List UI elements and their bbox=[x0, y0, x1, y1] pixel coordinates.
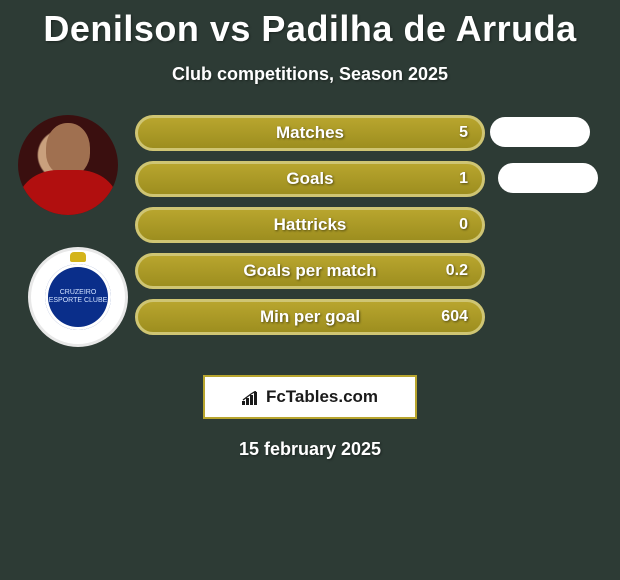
page-subtitle: Club competitions, Season 2025 bbox=[0, 50, 620, 85]
stat-label: Goals per match bbox=[243, 261, 376, 281]
stat-label: Hattricks bbox=[274, 215, 347, 235]
stat-bar: Matches 5 bbox=[135, 115, 485, 151]
stat-bar: Goals 1 bbox=[135, 161, 485, 197]
stat-label: Goals bbox=[286, 169, 333, 189]
stat-row: Hattricks 0 bbox=[135, 207, 485, 243]
stat-value: 1 bbox=[459, 170, 468, 188]
page-title: Denilson vs Padilha de Arruda bbox=[0, 0, 620, 50]
stat-bar: Min per goal 604 bbox=[135, 299, 485, 335]
stat-value: 0 bbox=[459, 216, 468, 234]
stat-label: Matches bbox=[276, 123, 344, 143]
stat-row: Matches 5 bbox=[135, 115, 485, 151]
crest-text: CRUZEIRO ESPORTE CLUBE bbox=[45, 264, 111, 330]
chart-icon bbox=[242, 390, 260, 404]
footer: FcTables.com bbox=[0, 375, 620, 419]
comparison-pill bbox=[498, 163, 598, 193]
brand-text: FcTables.com bbox=[266, 387, 378, 407]
crest-circle: CRUZEIRO ESPORTE CLUBE bbox=[45, 264, 111, 330]
stat-value: 5 bbox=[459, 124, 468, 142]
stat-row: Goals 1 bbox=[135, 161, 485, 197]
stat-bars: Matches 5 Goals 1 Hattricks 0 Goals per … bbox=[135, 115, 485, 345]
stat-value: 0.2 bbox=[446, 262, 468, 280]
stat-bar: Hattricks 0 bbox=[135, 207, 485, 243]
stat-label: Min per goal bbox=[260, 307, 360, 327]
stat-value: 604 bbox=[441, 308, 468, 326]
club-crest: CRUZEIRO ESPORTE CLUBE bbox=[28, 247, 128, 347]
stat-row: Goals per match 0.2 bbox=[135, 253, 485, 289]
date-text: 15 february 2025 bbox=[0, 439, 620, 460]
brand-box[interactable]: FcTables.com bbox=[203, 375, 417, 419]
stat-bar: Goals per match 0.2 bbox=[135, 253, 485, 289]
stats-content: CRUZEIRO ESPORTE CLUBE Matches 5 Goals 1… bbox=[0, 115, 620, 375]
comparison-pill bbox=[490, 117, 590, 147]
stat-row: Min per goal 604 bbox=[135, 299, 485, 335]
player-avatar bbox=[18, 115, 118, 215]
